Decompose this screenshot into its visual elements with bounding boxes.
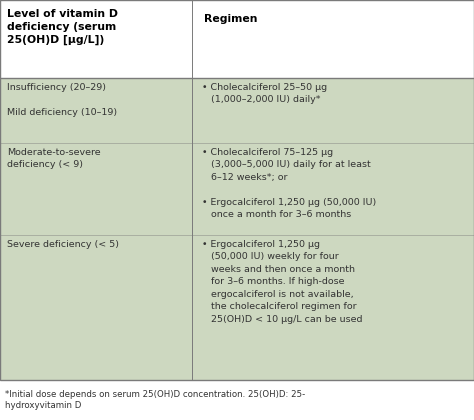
Bar bbox=[0, 380, 474, 420]
Text: Severe deficiency (< 5): Severe deficiency (< 5) bbox=[7, 240, 119, 249]
Text: Insufficiency (20–29)

Mild deficiency (10–19): Insufficiency (20–29) Mild deficiency (1… bbox=[7, 83, 117, 117]
Text: *Initial dose depends on serum 25(OH)D concentration. 25(OH)D: 25-
hydroxyvitami: *Initial dose depends on serum 25(OH)D c… bbox=[5, 390, 305, 410]
Text: • Cholecalciferol 75–125 μg
   (3,000–5,000 IU) daily for at least
   6–12 weeks: • Cholecalciferol 75–125 μg (3,000–5,000… bbox=[202, 148, 377, 219]
Bar bbox=[0, 0, 474, 78]
Text: Moderate-to-severe
deficiency (< 9): Moderate-to-severe deficiency (< 9) bbox=[7, 148, 101, 169]
Bar bbox=[0, 78, 474, 380]
Text: • Ergocalciferol 1,250 μg
   (50,000 IU) weekly for four
   weeks and then once : • Ergocalciferol 1,250 μg (50,000 IU) we… bbox=[202, 240, 363, 324]
Text: Level of vitamin D
deficiency (serum
25(OH)D [μg/L]): Level of vitamin D deficiency (serum 25(… bbox=[7, 9, 118, 45]
Text: Regimen: Regimen bbox=[204, 14, 257, 24]
Text: • Cholecalciferol 25–50 μg
   (1,000–2,000 IU) daily*: • Cholecalciferol 25–50 μg (1,000–2,000 … bbox=[202, 83, 328, 104]
